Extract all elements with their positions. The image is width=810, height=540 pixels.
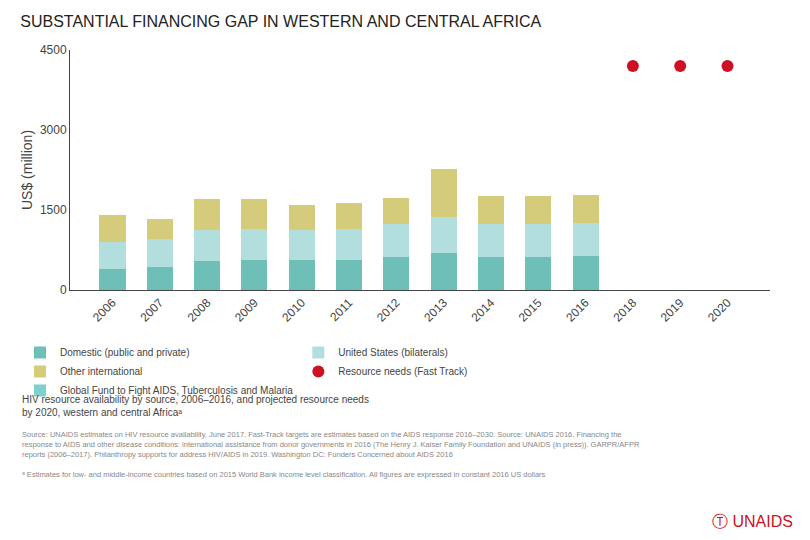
svg-text:0: 0 [60, 283, 67, 297]
svg-text:2020: 2020 [705, 296, 734, 325]
svg-text:Source: UNAIDS estimates on HI: Source: UNAIDS estimates on HIV resource… [22, 430, 640, 459]
svg-text:2019: 2019 [658, 296, 687, 325]
svg-text:ᵃ Estimates for low- and middl: ᵃ Estimates for low- and middle-income c… [22, 470, 546, 479]
svg-text:HIV resource availability by s: HIV resource availability by source, 200… [22, 394, 369, 418]
svg-text:2006: 2006 [90, 296, 119, 325]
svg-text:2011: 2011 [327, 296, 355, 324]
svg-text:Ⓣ UNAIDS: Ⓣ UNAIDS [712, 513, 793, 530]
svg-text:Domestic (public and private): Domestic (public and private) [60, 347, 190, 358]
svg-text:2007: 2007 [137, 296, 166, 325]
svg-text:Other international: Other international [60, 366, 142, 377]
svg-text:Resource needs (Fast Track): Resource needs (Fast Track) [338, 366, 467, 377]
svg-text:3000: 3000 [40, 123, 67, 137]
svg-text:Global Fund to Fight AIDS, Tub: Global Fund to Fight AIDS, Tuberculosis … [60, 385, 293, 396]
svg-text:2008: 2008 [185, 296, 214, 325]
svg-text:SUBSTANTIAL FINANCING GAP IN W: SUBSTANTIAL FINANCING GAP IN WESTERN AND… [20, 13, 541, 30]
svg-text:2018: 2018 [610, 296, 639, 325]
svg-text:2010: 2010 [279, 296, 308, 325]
svg-text:United States (bilaterals): United States (bilaterals) [338, 347, 448, 358]
svg-text:4500: 4500 [40, 43, 67, 57]
svg-text:2013: 2013 [421, 296, 450, 325]
svg-text:2014: 2014 [469, 296, 498, 325]
svg-text:US$ (million): US$ (million) [19, 130, 35, 210]
svg-text:2009: 2009 [232, 296, 261, 325]
svg-text:2015: 2015 [516, 296, 545, 325]
svg-text:2016: 2016 [563, 296, 592, 325]
svg-text:1500: 1500 [40, 203, 67, 217]
svg-text:2012: 2012 [374, 296, 403, 325]
